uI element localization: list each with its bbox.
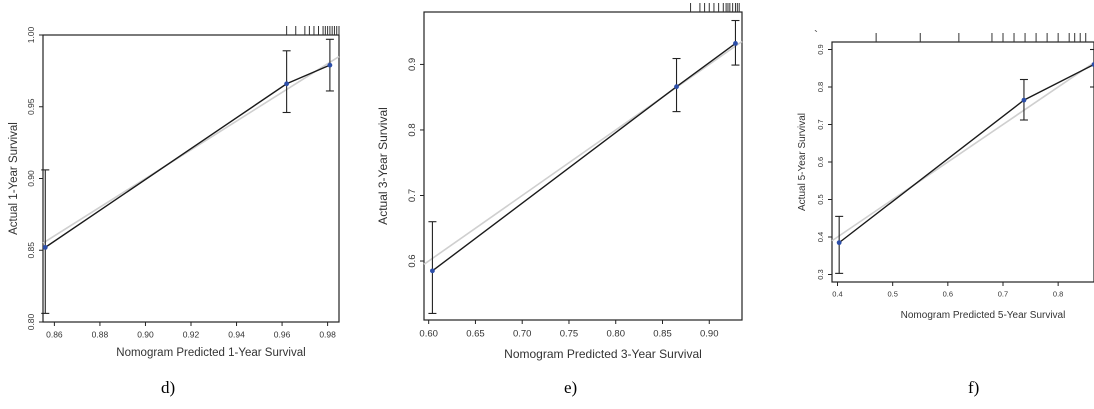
y-tick-label: 0.7 [407, 189, 418, 202]
calibration-point [42, 244, 48, 250]
y-tick-label: 0.80 [26, 313, 36, 330]
x-tick-label: 0.4 [832, 290, 842, 299]
chart-panel-f: 0.4 0.5 0.6 0.7 0.8 0.3 0.4 0.5 0.6 0.7 0.8 0.9 Nomo… [790, 0, 1094, 380]
calibration-point [284, 81, 290, 87]
y-tick-label: 0.7 [816, 119, 825, 129]
plot-frame [423, 11, 743, 321]
x-tick-label: 0.65 [466, 329, 485, 340]
calibration-chart-1-year: 0.86 0.88 0.90 0.92 0.94 0.96 0.98 0.80 0.85 0.90… [8, 26, 340, 359]
x-tick-label: 0.90 [137, 330, 154, 340]
calibration-chart-5-year: 0.4 0.5 0.6 0.7 0.8 0.3 0.4 0.5 0.6 0.7 0.8 0.9 Nomo… [797, 33, 1094, 321]
x-tick-label: 0.94 [228, 330, 245, 340]
caption-e: e) [564, 378, 578, 397]
x-tick-label: 0.70 [513, 329, 532, 340]
y-tick-label: 0.4 [816, 232, 825, 242]
x-tick-label: 0.90 [700, 329, 719, 340]
calibration-point [327, 62, 333, 68]
x-tick-label: 0.7 [998, 290, 1008, 299]
calibration-chart-3-year: 0.60 0.65 0.70 0.75 0.80 0.85 0.90 0.6 0.7 0.8 0.9… [376, 3, 743, 361]
chart-panel-d: 0.86 0.88 0.90 0.92 0.94 0.96 0.98 0.80 0.85 0.90… [0, 0, 350, 380]
plot-frame [42, 34, 340, 323]
y-tick-label: 0.85 [26, 242, 36, 259]
caption-d: d) [161, 378, 176, 397]
y-tick-label: 0.9 [816, 44, 825, 54]
x-tick-label: 0.96 [274, 330, 291, 340]
x-axis-label: Nomogram Predicted 3-Year Survival [504, 347, 702, 361]
y-tick-label: 0.90 [26, 170, 36, 187]
y-axis-label: Actual 3-Year Survival [376, 107, 390, 225]
x-tick-label: 0.60 [419, 329, 438, 340]
y-tick-label: 0.6 [816, 157, 825, 167]
calibration-line [44, 64, 331, 248]
calibration-point [674, 84, 679, 90]
x-tick-label: 0.75 [560, 329, 579, 340]
y-tick-label: 0.3 [816, 269, 825, 279]
x-tick-label: 0.98 [319, 330, 336, 340]
ideal-reference-line [42, 55, 340, 244]
calibration-point [1021, 97, 1027, 103]
ideal-reference-line [831, 61, 1094, 242]
caption-f: f) [968, 378, 980, 397]
x-tick-label: 0.85 [653, 329, 672, 340]
y-tick-label: 0.8 [816, 82, 825, 92]
calibration-point [1091, 62, 1094, 67]
calibration-point [430, 268, 435, 274]
x-axis-label: Nomogram Predicted 5-Year Survival [901, 310, 1066, 321]
x-tick-label: 0.80 [606, 329, 625, 340]
x-tick-label: 0.6 [943, 290, 953, 299]
y-axis-label: Actual 5-Year Survival [797, 113, 808, 211]
ideal-reference-line [423, 40, 743, 265]
y-tick-label: 0.9 [407, 58, 418, 71]
calibration-point [836, 240, 842, 246]
y-tick-label: 1.00 [26, 26, 36, 43]
x-axis-label: Nomogram Predicted 1-Year Survival [116, 347, 305, 359]
stray-mark: ` [814, 28, 818, 42]
x-tick-label: 0.86 [46, 330, 63, 340]
y-tick-label: 0.6 [407, 254, 418, 267]
y-tick-label: 0.5 [816, 194, 825, 204]
y-tick-label: 0.8 [407, 123, 418, 136]
x-tick-label: 0.92 [183, 330, 200, 340]
calibration-point [733, 41, 738, 46]
x-tick-label: 0.8 [1053, 290, 1063, 299]
x-tick-label: 0.5 [887, 290, 897, 299]
x-tick-label: 0.88 [92, 330, 109, 340]
calibration-line [431, 42, 736, 272]
y-tick-label: 0.95 [26, 98, 36, 115]
calibration-line [838, 63, 1094, 244]
chart-panel-e: 0.60 0.65 0.70 0.75 0.80 0.85 0.90 0.6 0.7 0.8 0.9… [368, 0, 748, 380]
plot-frame [831, 41, 1094, 283]
y-axis-label: Actual 1-Year Survival [8, 122, 20, 235]
